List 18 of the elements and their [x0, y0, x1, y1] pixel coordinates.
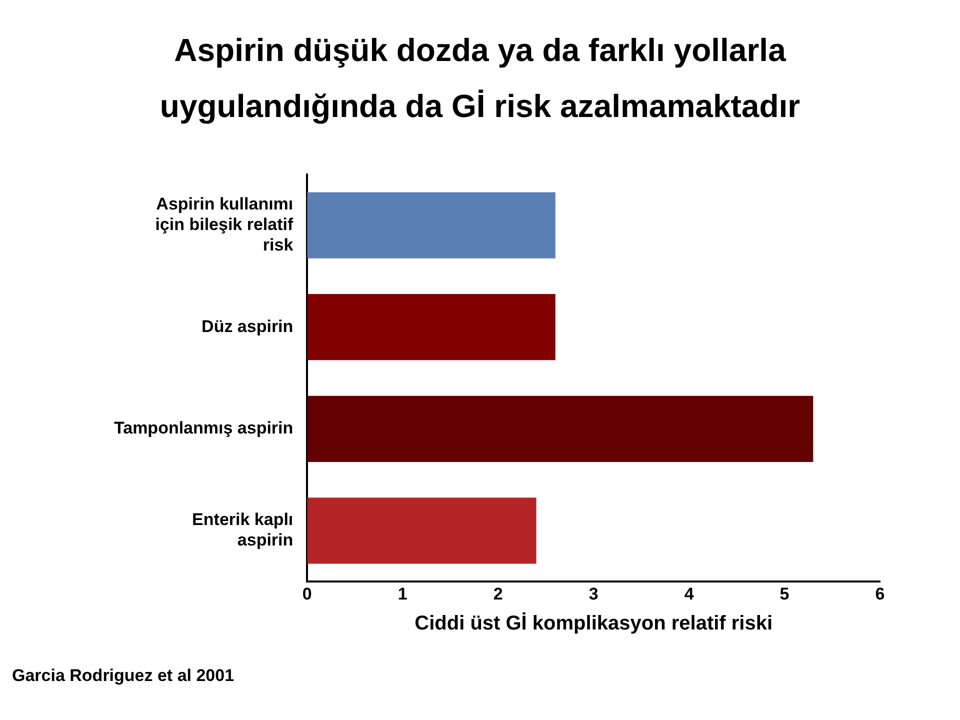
bar	[307, 498, 536, 564]
bar	[307, 396, 814, 462]
text: Garcia Rodriguez et al 2001	[12, 666, 234, 686]
y-tick-label: Düz aspirin	[202, 316, 294, 336]
x-axis-title: Ciddi üst Gİ komplikasyon relatif riski	[414, 612, 773, 635]
x-tick-label: 1	[398, 584, 408, 604]
bar	[307, 294, 556, 360]
x-tick-label: 5	[780, 584, 790, 604]
bar	[307, 192, 556, 258]
x-tick-label: 4	[684, 584, 694, 604]
x-tick-label: 2	[493, 584, 503, 604]
x-tick-label: 6	[875, 584, 885, 604]
x-tick-label: 3	[588, 584, 598, 604]
x-tick-label: 0	[302, 584, 312, 604]
y-tick-label: Aspirin kullanımı için bileşik relatif risk	[155, 194, 294, 254]
y-tick-label: Enterik kaplı aspirin	[192, 510, 294, 550]
chart-title: Aspirin düşük dozda ya da farklı yollarla uygulandığında da Gİ risk azalmamaktadır	[158, 31, 802, 126]
y-tick-label: Tamponlanmış aspirin	[114, 418, 294, 438]
